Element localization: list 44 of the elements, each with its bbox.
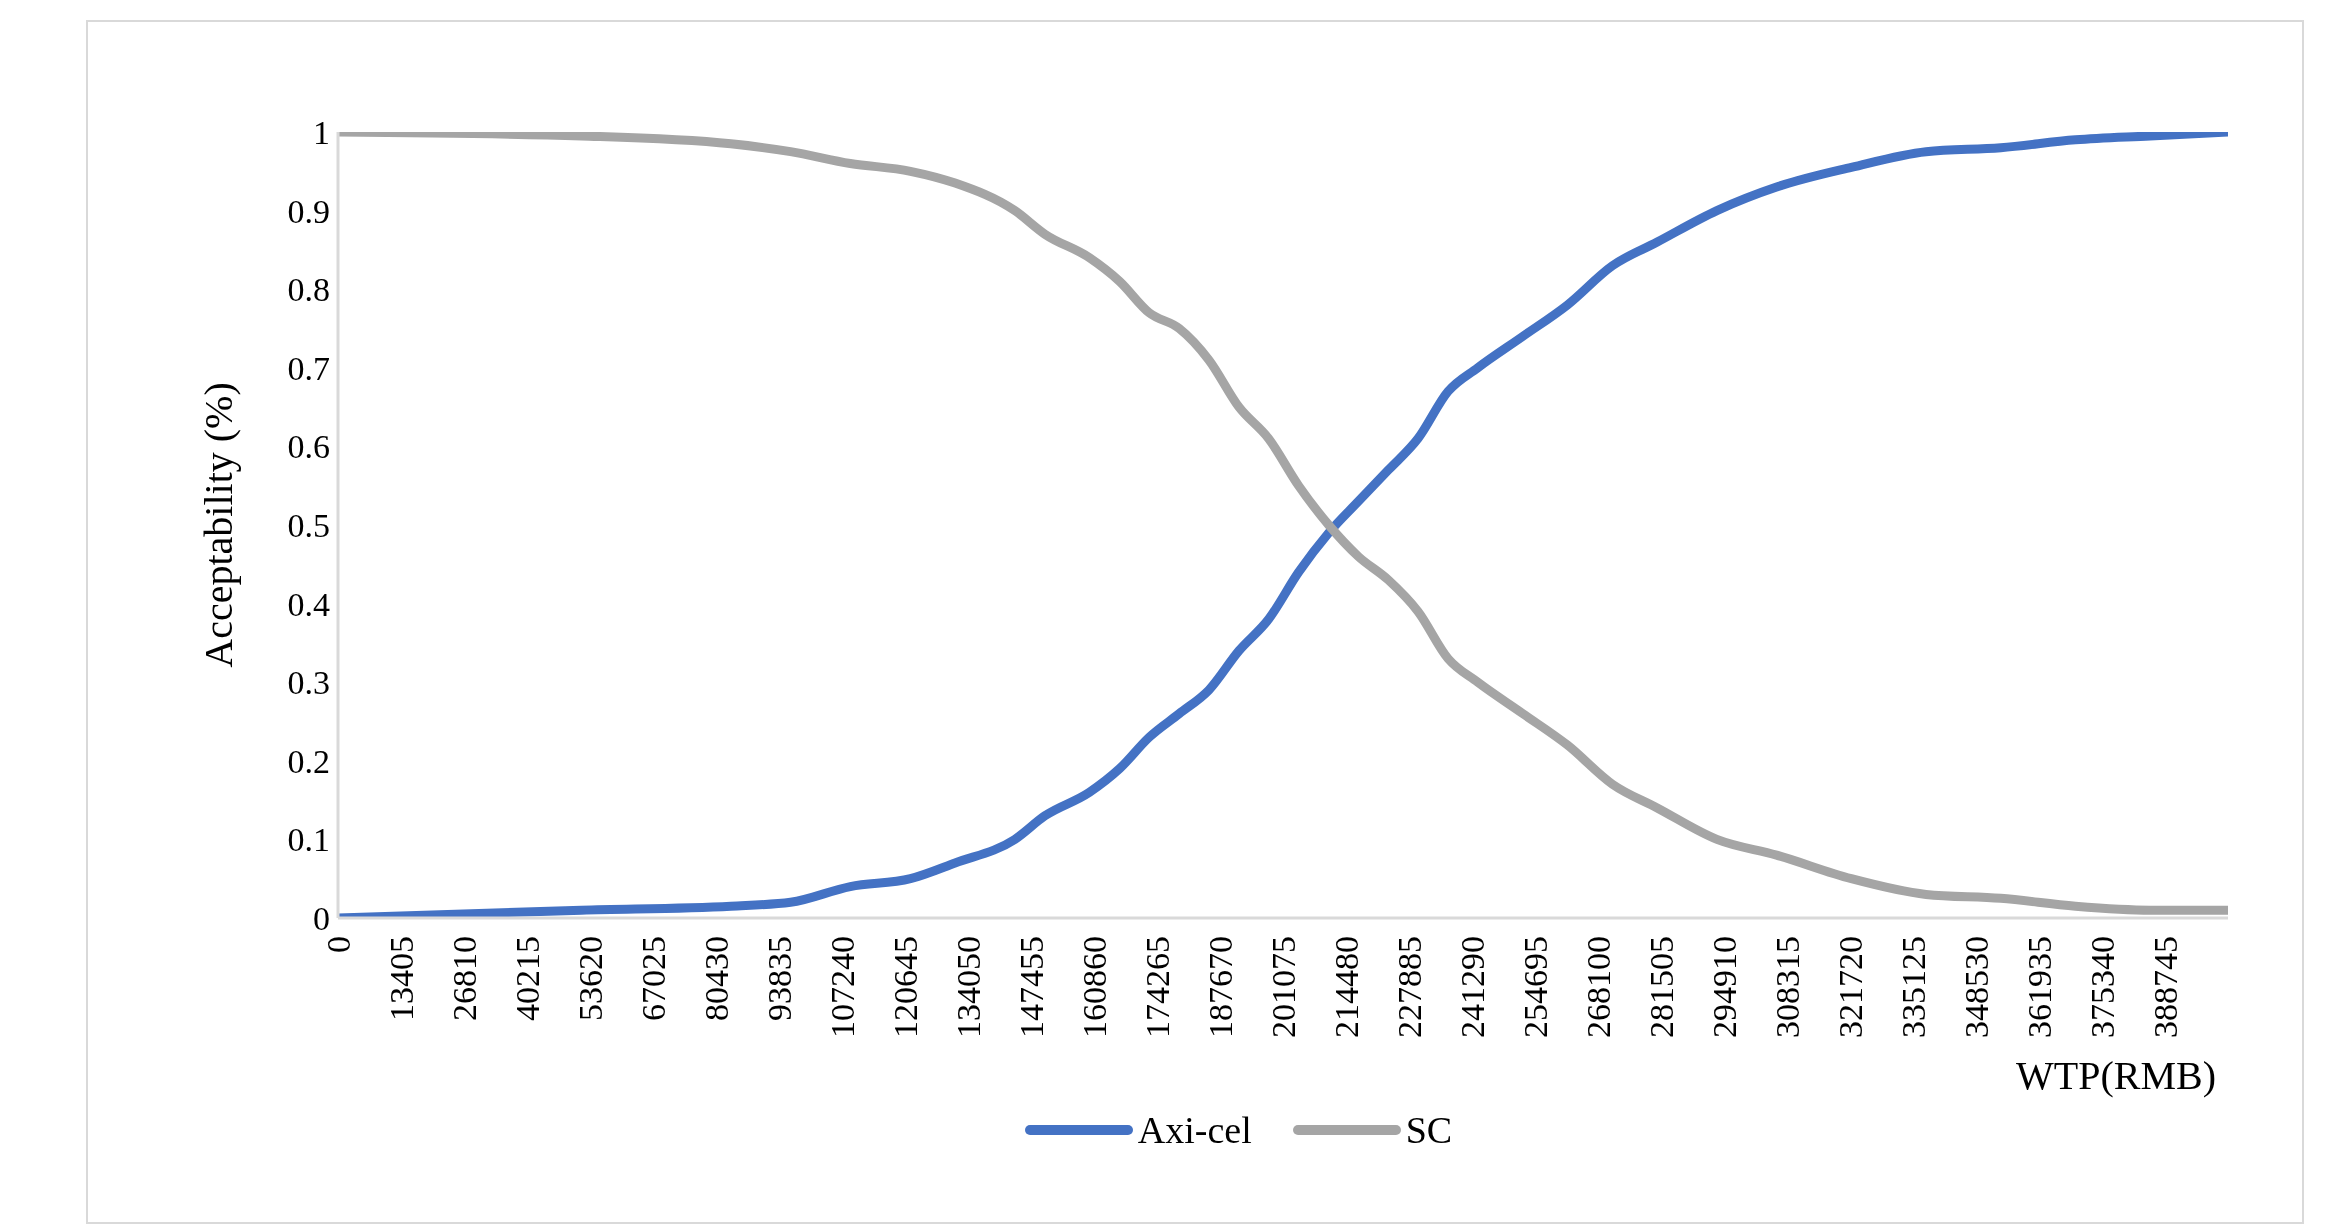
x-tick-label: 67025	[634, 936, 672, 1021]
x-tick-label: 147455	[1012, 936, 1050, 1038]
x-tick-label: 174265	[1138, 936, 1176, 1038]
x-tick-label: 80430	[697, 936, 735, 1021]
x-tick-label: 375340	[2083, 936, 2121, 1038]
y-tick-label: 0.8	[287, 271, 330, 309]
x-tick-label: 335125	[1894, 936, 1932, 1038]
x-tick-label: 241290	[1453, 936, 1491, 1038]
x-tick-label: 13405	[382, 936, 420, 1021]
legend-label: SC	[1405, 1108, 1453, 1152]
y-tick-label: 1	[313, 114, 330, 152]
x-tick-label: 214480	[1327, 936, 1365, 1038]
y-tick-label: 0.6	[287, 428, 330, 466]
x-tick-label: 348530	[1957, 936, 1995, 1038]
x-tick-label: 187670	[1201, 936, 1239, 1038]
y-tick-label: 0.3	[287, 664, 330, 702]
x-tick-label: 227885	[1390, 936, 1428, 1038]
x-tick-label: 321720	[1831, 936, 1869, 1038]
x-tick-label: 53620	[571, 936, 609, 1021]
y-tick-label: 0.7	[287, 349, 330, 387]
x-tick-label: 308315	[1768, 936, 1806, 1038]
x-tick-label: 93835	[760, 936, 798, 1021]
x-tick-label: 388745	[2146, 936, 2184, 1038]
x-tick-label: 254695	[1516, 936, 1554, 1038]
legend-label: Axi-cel	[1137, 1108, 1252, 1152]
x-tick-label: 120645	[886, 936, 924, 1038]
x-tick-label: 134050	[949, 936, 987, 1038]
x-axis-title: WTP(RMB)	[2016, 1052, 2216, 1099]
x-tick-label: 201075	[1264, 936, 1302, 1038]
y-tick-label: 0	[313, 900, 330, 938]
y-tick-label: 0.5	[287, 507, 330, 545]
y-tick-label: 0.4	[287, 585, 330, 623]
y-tick-label: 0.9	[287, 192, 330, 230]
x-tick-label: 40215	[508, 936, 546, 1021]
x-tick-label: 294910	[1705, 936, 1743, 1038]
y-tick-label: 0.1	[287, 821, 330, 859]
x-tick-label: 107240	[823, 936, 861, 1038]
y-axis-title: Acceptability (%)	[196, 382, 242, 668]
x-tick-label: 281505	[1642, 936, 1680, 1038]
x-tick-label: 268100	[1579, 936, 1617, 1038]
x-tick-label: 26810	[445, 936, 483, 1021]
y-tick-label: 0.2	[287, 742, 330, 780]
x-tick-label: 361935	[2020, 936, 2058, 1038]
x-tick-label: 160860	[1075, 936, 1113, 1038]
